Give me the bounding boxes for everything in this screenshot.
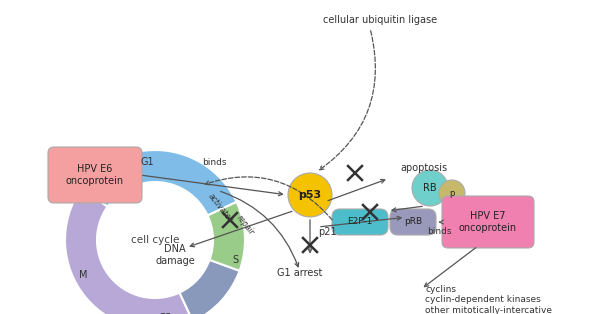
Text: activates: activates [206,192,234,225]
Circle shape [412,170,448,206]
Text: HPV E7
oncoprotein: HPV E7 oncoprotein [459,211,517,233]
Text: DNA
damage: DNA damage [155,244,195,266]
Text: G1 arrest: G1 arrest [277,268,323,278]
Text: cyclins
cyclin-dependent kinases
other mitotically-intercative
cellular proteins: cyclins cyclin-dependent kinases other m… [425,285,552,314]
Text: HPV E6
oncoprotein: HPV E6 oncoprotein [66,164,124,186]
FancyBboxPatch shape [390,209,436,235]
Circle shape [439,180,465,206]
Wedge shape [179,260,239,314]
Wedge shape [81,150,236,215]
Text: cell cycle: cell cycle [131,235,179,245]
Text: RB: RB [423,183,437,193]
FancyBboxPatch shape [48,147,142,203]
Text: binds: binds [427,227,451,236]
Text: E2F-1: E2F-1 [347,218,373,226]
Text: G2: G2 [158,313,172,314]
Text: pRB: pRB [404,218,422,226]
Text: S: S [232,255,238,265]
Circle shape [288,173,332,217]
FancyBboxPatch shape [332,209,388,235]
Text: G1: G1 [140,157,154,167]
Text: repair: repair [235,213,256,237]
Text: cellular ubiquitin ligase: cellular ubiquitin ligase [323,15,437,25]
Text: p21: p21 [318,227,337,237]
Wedge shape [208,202,245,271]
Text: M: M [79,270,87,280]
FancyBboxPatch shape [442,196,534,248]
Text: apoptosis: apoptosis [400,163,447,173]
Text: binds: binds [202,158,226,167]
Wedge shape [65,188,193,314]
Text: p: p [449,188,455,198]
Text: p53: p53 [298,190,322,200]
